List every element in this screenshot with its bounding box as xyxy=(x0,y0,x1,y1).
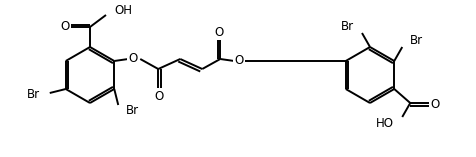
Text: OH: OH xyxy=(114,5,132,17)
Text: Br: Br xyxy=(27,89,40,101)
Text: HO: HO xyxy=(376,116,394,130)
Text: O: O xyxy=(234,54,243,68)
Text: O: O xyxy=(214,25,223,38)
Text: Br: Br xyxy=(340,21,353,33)
Text: O: O xyxy=(60,19,69,32)
Text: Br: Br xyxy=(409,35,423,48)
Text: O: O xyxy=(430,97,439,111)
Text: Br: Br xyxy=(126,103,139,116)
Text: O: O xyxy=(154,89,164,103)
Text: O: O xyxy=(129,52,138,65)
